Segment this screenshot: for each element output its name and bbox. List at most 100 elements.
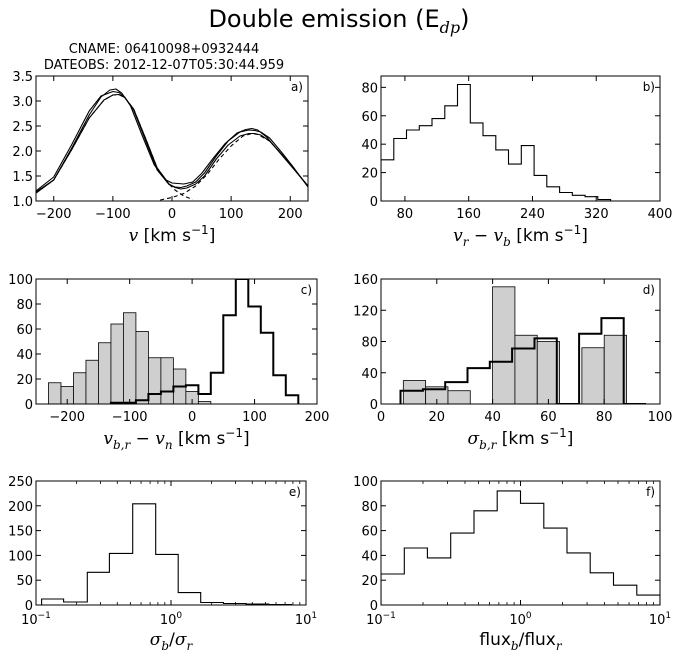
x-tick-label: −100	[112, 410, 148, 425]
y-tick-label: 0	[25, 398, 33, 413]
x-tick-label: 100	[242, 410, 267, 425]
histogram-bar-11	[185, 391, 199, 404]
histogram-bar-6	[123, 312, 137, 404]
x-tick-label: 100	[648, 410, 673, 425]
spectrum-line-1	[36, 90, 308, 192]
x-axis-label-part: r	[463, 235, 470, 249]
histogram-bar-4	[98, 342, 112, 404]
x-axis-label-part: v	[129, 226, 139, 246]
x-tick-label-exponent: 1	[311, 611, 317, 621]
y-tick-label: 1.0	[12, 195, 33, 210]
x-axis-label-part: ]	[581, 226, 588, 246]
x-axis-label: vr − vb [km s−1]	[453, 223, 588, 249]
x-tick-label: 100	[219, 207, 244, 222]
x-tick-label-exponent: 0	[526, 611, 532, 621]
plot-frame	[35, 480, 307, 606]
x-axis-label: σb/σr	[150, 630, 194, 653]
panel-label: c)	[301, 283, 312, 297]
x-tick-label: 20	[429, 410, 446, 425]
x-axis-label-part: σ	[468, 429, 480, 449]
x-tick-label-base: 10	[160, 613, 177, 628]
plot-area	[36, 88, 308, 201]
histogram-bar-3	[85, 359, 99, 404]
panel-header-line: CNAME: 06410098+0932444	[69, 42, 260, 57]
y-tick-label: 80	[361, 336, 378, 351]
y-tick-label: 0	[370, 398, 378, 413]
plot-area	[48, 279, 300, 404]
y-tick-label: 50	[16, 574, 33, 589]
histogram-bar-8	[147, 357, 162, 404]
x-axis-label-part: [km s	[138, 226, 191, 246]
x-tick-label: 101	[649, 611, 671, 628]
histogram-bar-4	[492, 286, 516, 404]
x-axis-label-part: flux	[479, 630, 511, 650]
histogram-bar-12	[197, 401, 212, 404]
x-axis-label-part: −1	[225, 426, 243, 440]
y-tick-label: 2.0	[12, 145, 33, 160]
x-tick-label: 10−1	[21, 611, 51, 628]
gaussian-component-4	[160, 132, 308, 201]
y-tick-label: 0	[370, 195, 378, 210]
y-tick-label: 40	[361, 549, 378, 564]
x-tick-label: 0	[188, 410, 196, 425]
x-tick-label: 80	[397, 207, 414, 222]
y-tick-label: 80	[361, 500, 378, 515]
y-tick-label: 40	[16, 348, 33, 363]
x-tick-label: 320	[584, 207, 609, 222]
x-axis-label-part: n	[165, 438, 173, 452]
x-tick-label: −200	[36, 207, 72, 222]
plot-area	[399, 286, 646, 404]
x-tick-label-exponent: 0	[176, 611, 182, 621]
x-axis-label-part: [km s	[511, 226, 564, 246]
y-tick-label: 3.5	[12, 70, 33, 85]
x-axis-label-part: ]	[567, 429, 574, 449]
y-tick-label: 3.0	[12, 95, 33, 110]
y-tick-label: 20	[361, 167, 378, 182]
histogram-bar-0	[48, 382, 62, 404]
y-tick-label: 80	[361, 81, 378, 96]
x-axis-label-part: σ	[150, 630, 162, 650]
panel-header-line: DATEOBS: 2012-12-07T05:30:44.959	[44, 58, 284, 73]
x-tick-label-base: 10	[649, 613, 666, 628]
x-tick-label: 60	[540, 410, 557, 425]
x-tick-label: 240	[520, 207, 545, 222]
x-axis-label: σb,r [km s−1]	[468, 426, 574, 452]
histogram-step	[41, 503, 292, 605]
x-tick-label: 400	[648, 207, 673, 222]
x-axis-label-part: −1	[549, 426, 567, 440]
x-tick-label-exponent: −1	[383, 611, 396, 621]
y-tick-label: 100	[353, 475, 378, 490]
x-axis-label-part: [km s	[173, 429, 226, 449]
x-axis-label-part: v	[453, 226, 463, 246]
x-tick-label-exponent: 1	[665, 611, 671, 621]
y-tick-label: 60	[361, 110, 378, 125]
y-tick-label: 100	[8, 549, 33, 564]
x-tick-label: −200	[49, 410, 85, 425]
y-tick-label: 160	[353, 273, 378, 288]
x-axis-label-part: b	[503, 235, 511, 249]
x-tick-label-base: 10	[366, 613, 383, 628]
x-axis-label-part: /	[169, 630, 175, 650]
x-tick-label: 100	[160, 611, 183, 628]
panel-d-histogram: 0 20 40 60 80 100 0 40 80 120 160 d) σb,r [km s−1]	[353, 273, 672, 452]
y-tick-label: 120	[353, 304, 378, 319]
histogram-bar-5	[110, 323, 124, 404]
x-tick-label: 160	[456, 207, 481, 222]
x-tick-label: 200	[305, 410, 330, 425]
x-tick-label: 100	[509, 611, 532, 628]
y-tick-label: 40	[361, 367, 378, 382]
y-tick-label: 40	[361, 138, 378, 153]
x-tick-label-base: 10	[21, 613, 38, 628]
histogram-bar-2	[447, 390, 471, 404]
x-axis-label-part: b,r	[113, 438, 131, 452]
x-axis-label-part: /flux	[519, 630, 556, 650]
x-axis-label-part: −1	[564, 223, 582, 237]
x-tick-label: 0	[168, 207, 176, 222]
x-axis-label: v [km s−1]	[129, 223, 216, 246]
histogram-bar-9	[603, 334, 627, 404]
x-axis-label-part: r	[186, 639, 193, 653]
